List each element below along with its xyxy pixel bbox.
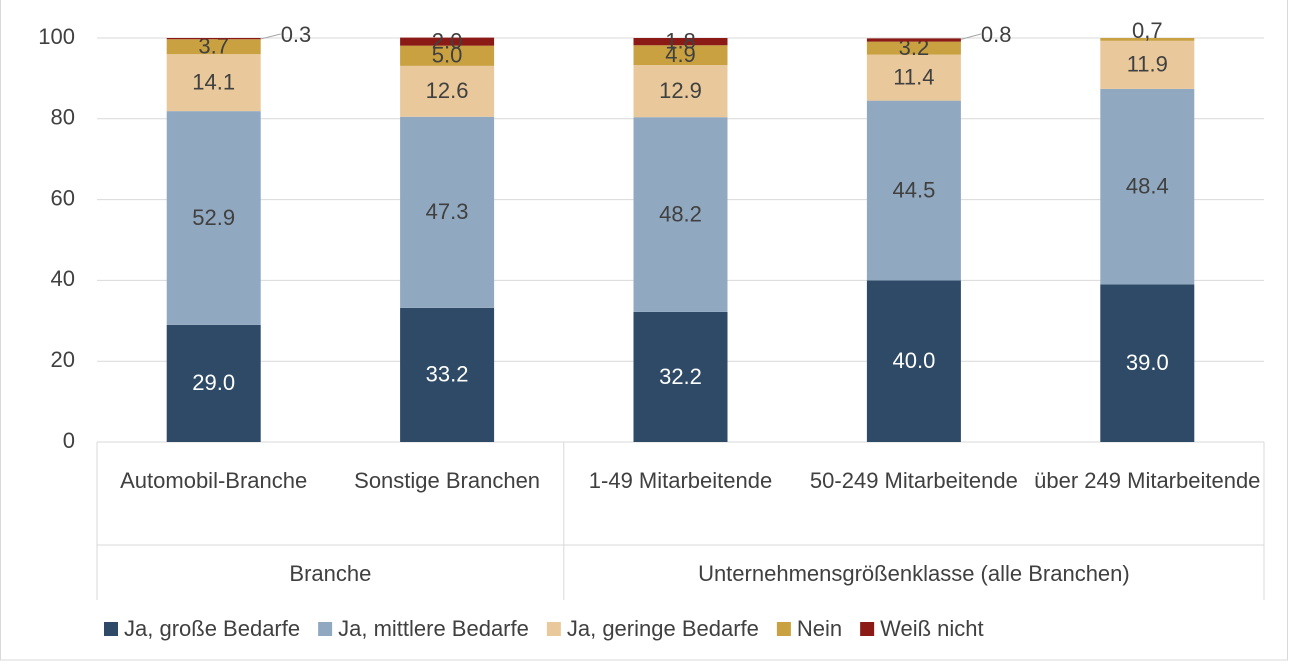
bar-segment [166,38,261,40]
bar-segment [1100,40,1195,89]
data-label: 2.0 [432,28,463,53]
data-label: 4.9 [665,42,696,67]
x-tick-label: Sonstige Branchen [354,468,541,493]
data-label: 47.3 [426,199,469,224]
bar-segment [400,116,495,308]
legend-swatch [860,622,875,636]
x-tick-wrap: über 249 Mitarbeitende [1034,468,1261,493]
bar-segment [633,117,728,312]
y-tick-label: 80 [51,105,75,130]
bar-segment [400,45,495,66]
x-tick-wrap: 1-49 Mitarbeitende [588,468,773,493]
data-label: 1.8 [665,28,696,53]
data-label: 40.0 [892,348,935,373]
group-label: Branche [289,561,371,586]
data-label: 0.3 [281,22,312,47]
x-tick-wrap: Automobil-Branche [120,468,308,493]
data-label: 11.9 [1127,52,1168,77]
legend-label: Ja, große Bedarfe [124,616,300,641]
data-label: 0.8 [981,22,1012,47]
leader-line [960,33,982,40]
bar-segment [400,37,495,46]
y-tick-label: 0 [63,428,75,453]
data-label: 0,7 [1132,18,1163,43]
bar-segment [400,307,495,442]
data-label: 5.0 [432,43,463,68]
bar-segment [866,54,961,101]
data-label: 3.7 [198,33,229,58]
bar-segment [633,311,728,442]
legend-label: Ja, geringe Bedarfe [567,616,759,641]
bar-segment [1100,284,1195,442]
legend-swatch [546,622,561,636]
x-tick-label: Automobil-Branche [120,468,308,493]
data-label: 12.6 [426,78,469,103]
legend-label: Weiß nicht [880,616,984,641]
leader-line [260,33,281,40]
bar-segment [866,38,961,42]
data-label: 33.2 [426,362,469,387]
y-tick-label: 40 [51,266,75,291]
y-tick-label: 100 [38,24,75,49]
data-label: 29.0 [192,370,235,395]
data-label: 52.9 [192,205,235,230]
bar-segment [166,324,261,442]
y-tick-label: 20 [51,347,75,372]
x-tick-label: über 249 Mitarbeitende [1034,468,1261,493]
legend-swatch [776,622,791,636]
x-tick-wrap: Sonstige Branchen [354,468,541,493]
bar-segment [866,100,961,281]
bar-segment [866,280,961,442]
bar-segment [633,65,728,118]
data-label: 44.5 [892,177,935,202]
data-label: 39.0 [1126,350,1169,375]
bar-segment [1100,38,1195,41]
bar-segment [633,45,728,66]
data-label: 11.4 [893,64,934,89]
y-tick-label: 60 [51,185,75,210]
bar-segment [633,38,728,46]
legend-label: Nein [797,616,842,641]
legend-label: Ja, mittlere Bedarfe [338,616,529,641]
bar-segment [866,41,961,55]
data-label: 32.2 [659,364,702,389]
data-label: 48.4 [1126,173,1169,198]
x-tick-label: 50-249 Mitarbeitende [809,468,1018,493]
data-label: 14.1 [192,69,235,94]
bar-segment [166,111,261,325]
legend-swatch [104,622,118,636]
bar-segment [166,54,261,112]
bar-segment [400,65,495,117]
data-label: 48.2 [659,201,702,226]
bar-segment [166,39,261,55]
data-label: 12.9 [659,78,702,103]
bar-segment [1100,88,1195,285]
group-label: Unternehmensgrößenklasse (alle Branchen) [698,561,1130,586]
x-tick-wrap: 50-249 Mitarbeitende [809,468,1018,493]
x-tick-label: 1-49 Mitarbeitende [588,468,773,493]
legend-swatch [318,622,333,636]
